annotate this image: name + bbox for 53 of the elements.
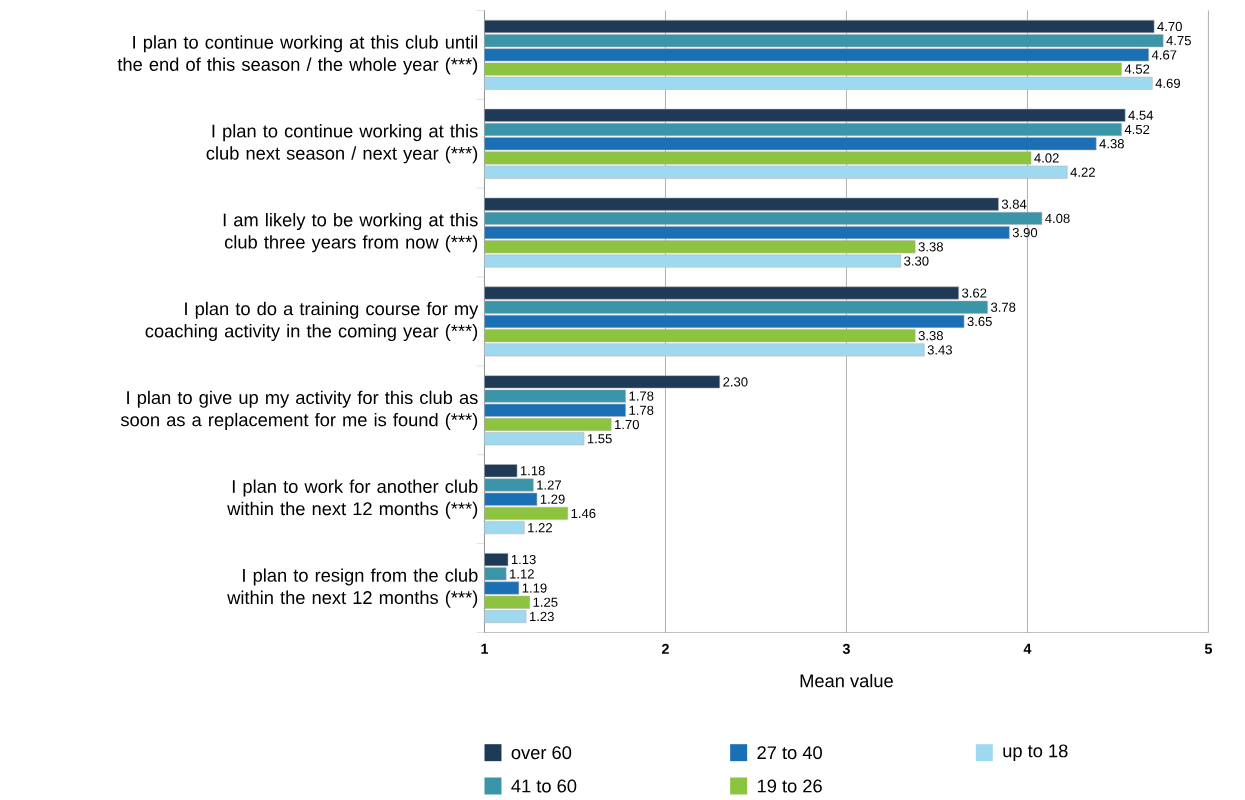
x-tick-label: 3	[842, 643, 850, 655]
legend-label: 19 to 26	[757, 779, 822, 793]
data-label: 1.25	[533, 597, 558, 608]
data-label: 3.62	[962, 288, 987, 298]
data-label: 4.22	[1070, 167, 1095, 177]
data-label: 4.75	[1166, 36, 1191, 46]
data-label: 1.12	[510, 569, 534, 579]
data-label: 1.78	[629, 405, 654, 416]
data-label: 4.54	[1128, 110, 1154, 120]
data-label: 3.78	[990, 302, 1016, 312]
data-label: 1.18	[520, 466, 545, 476]
data-label: 2.30	[723, 377, 748, 387]
data-label: 4.02	[1034, 153, 1059, 163]
y-tick-label: I plan to continue working at this club until the end of this season / the whole year (***)	[117, 35, 478, 75]
y-tick-label: I plan to continue working at this club next season / next year (***)	[206, 124, 478, 164]
data-label: 4.08	[1045, 213, 1070, 224]
data-label: 1.22	[528, 523, 552, 533]
data-label: 3.43	[927, 345, 953, 355]
x-tick-label: 2	[661, 643, 669, 655]
data-label: 1.70	[615, 420, 639, 430]
y-tick-label: I plan to resign from the club within the next 12 months (***)	[227, 568, 478, 608]
data-label: 1.29	[540, 494, 565, 504]
data-label: 4.70	[1157, 21, 1182, 32]
data-label: 3.65	[967, 316, 992, 327]
data-label: 1.23	[529, 611, 554, 622]
legend-label: 27 to 40	[757, 746, 822, 760]
y-tick-label: I plan to give up my activity for this club as soon as a replacement for me is found (***)	[120, 390, 478, 431]
data-label: 1.27	[537, 480, 561, 490]
y-tick-label: I plan to work for another club within the next 12 months (***)	[227, 479, 478, 519]
x-tick-label: 1	[481, 643, 489, 654]
data-label: 4.67	[1151, 50, 1177, 60]
data-label: 4.52	[1124, 125, 1150, 135]
x-tick-label: 5	[1204, 643, 1213, 654]
y-tick-label: I plan to do a training course for my coaching activity in the coming year (***)	[145, 301, 479, 342]
data-label: 4.69	[1155, 78, 1181, 89]
x-tick-label: 4	[1023, 643, 1032, 654]
legend-label: up to 18	[1003, 744, 1068, 762]
x-axis-title: Mean value	[800, 674, 893, 688]
data-label: 3.30	[904, 256, 929, 266]
data-label: 1.55	[587, 434, 612, 444]
data-label: 4.52	[1124, 64, 1150, 74]
data-label: 3.38	[918, 331, 943, 341]
legend-label: 41 to 60	[511, 779, 577, 793]
data-label: 1.46	[571, 508, 596, 519]
legend-label: over 60	[511, 746, 572, 760]
data-label: 4.38	[1099, 139, 1124, 149]
data-label: 1.78	[629, 391, 654, 401]
data-label: 1.19	[522, 583, 547, 593]
data-label: 3.90	[1012, 228, 1038, 238]
y-tick-label: I am likely to be working at this club three years from now (***)	[223, 213, 478, 253]
data-label: 3.84	[1001, 199, 1027, 209]
data-label: 3.38	[918, 242, 943, 252]
data-label: 1.13	[511, 555, 536, 565]
